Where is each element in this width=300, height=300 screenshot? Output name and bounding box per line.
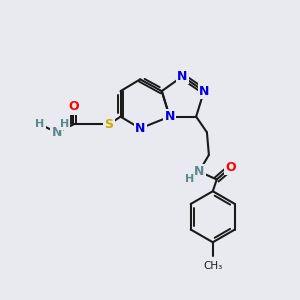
Text: H: H xyxy=(60,119,69,130)
Text: N: N xyxy=(135,122,146,135)
Text: S: S xyxy=(104,118,113,131)
Text: H: H xyxy=(184,174,194,184)
Text: N: N xyxy=(164,110,175,123)
Text: N: N xyxy=(52,126,62,139)
Text: O: O xyxy=(225,161,236,174)
Text: CH₃: CH₃ xyxy=(203,261,222,271)
Text: N: N xyxy=(177,70,188,83)
Text: O: O xyxy=(68,100,79,113)
Text: N: N xyxy=(194,165,204,178)
Text: N: N xyxy=(199,85,209,98)
Text: H: H xyxy=(35,119,45,130)
